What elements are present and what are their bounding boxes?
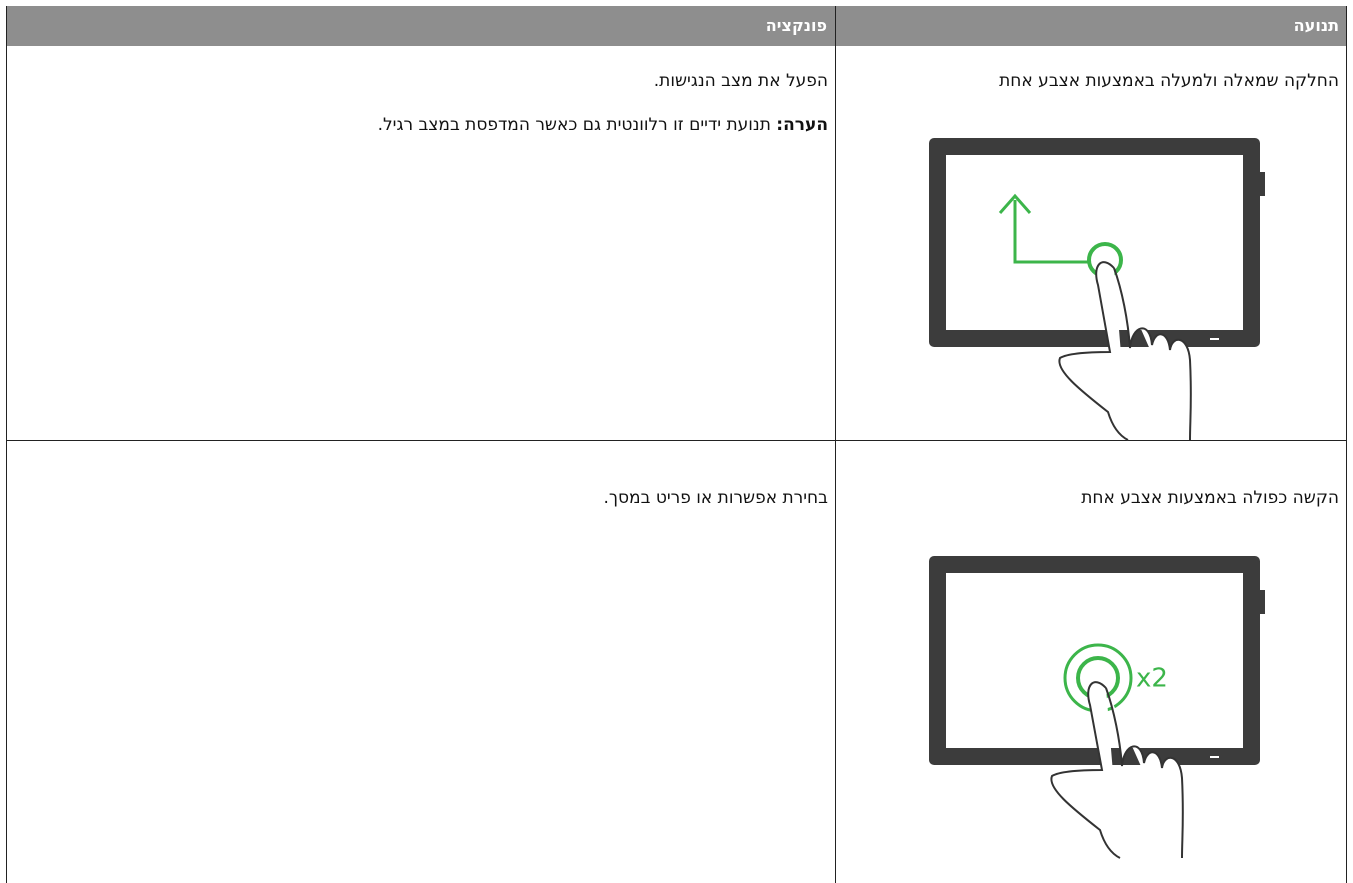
note-label: הערה: — [776, 115, 828, 135]
double-tap-illustration: x2 — [929, 556, 1265, 859]
note: הערה: תנועת ידיים זו רלוונטית גם כאשר המ… — [14, 113, 828, 137]
border — [835, 6, 836, 883]
header-cell: פונקציה — [6, 6, 835, 46]
function-text: הפעל את מצב הנגישות. — [653, 71, 828, 91]
note-text: תנועת ידיים זו רלוונטית גם כאשר המדפסת ב… — [377, 115, 771, 135]
border — [1346, 6, 1347, 883]
gesture-text: החלקה שמאלה ולמעלה באמצעות אצבע אחת — [999, 71, 1339, 91]
header-cell: תנועה — [835, 6, 1347, 46]
gesture-text: הקשה כפולה באמצעות אצבע אחת — [1081, 488, 1339, 508]
border — [6, 6, 7, 883]
border — [6, 440, 1347, 441]
tap-count: x2 — [1136, 664, 1168, 694]
swipe-illustration — [929, 138, 1265, 441]
function-text: בחירת אפשרות או פריט במסך. — [603, 488, 828, 508]
